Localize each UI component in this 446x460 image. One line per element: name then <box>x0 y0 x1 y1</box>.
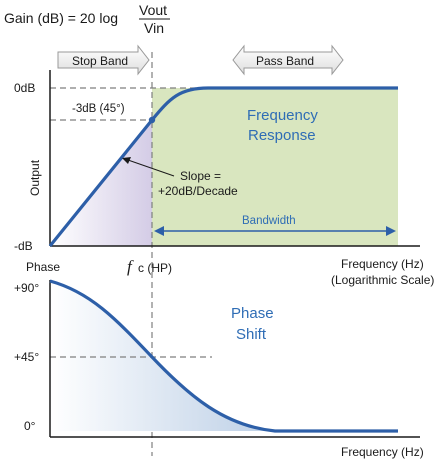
slope-leader-arrowhead <box>122 157 131 164</box>
phase-fill-region <box>50 281 275 431</box>
zero-db-label: 0dB <box>14 81 35 95</box>
phase-title-line2: Shift <box>236 326 267 343</box>
fc-symbol: f <box>127 257 134 276</box>
bandwidth-arrow-left <box>154 226 164 236</box>
bandwidth-arrow-right <box>386 226 396 236</box>
cutoff-point <box>148 116 156 124</box>
phase-axis-label: Phase <box>26 260 60 274</box>
minus-db-label: -dB <box>14 239 33 253</box>
slope-label-line2: +20dB/Decade <box>158 184 238 198</box>
bandwidth-label: Bandwidth <box>242 215 296 227</box>
formula-denominator: Vin <box>144 20 164 36</box>
formula-numerator: Vout <box>139 2 167 18</box>
stop-band-label: Stop Band <box>72 54 128 68</box>
minus3db-label: -3dB (45°) <box>72 103 125 115</box>
gain-formula: Gain (dB) = 20 log Vout Vin <box>4 2 170 36</box>
output-axis-label: Output <box>28 159 42 196</box>
pass-band-label: Pass Band <box>256 54 314 68</box>
response-title-line1: Frequency <box>247 107 318 124</box>
response-title-line2: Response <box>248 127 316 144</box>
plus45-tick-label: +45° <box>14 350 39 364</box>
formula-prefix: Gain (dB) = 20 log <box>4 10 118 26</box>
bottom-x-axis-label: Frequency (Hz) <box>341 445 424 459</box>
cutoff-frequency-label: f c (HP) <box>127 257 172 276</box>
pass-band-arrow <box>232 44 344 76</box>
zero-degree-tick-label: 0° <box>24 419 36 433</box>
slope-leader <box>127 159 175 177</box>
fc-subscript: c (HP) <box>138 261 172 275</box>
pass-band-region <box>152 88 398 246</box>
stop-band-marker: Stop Band <box>57 44 150 76</box>
phase-shift-curve <box>49 279 398 433</box>
top-x-axis-label-line1: Frequency (Hz) <box>341 257 424 271</box>
phase-title-line1: Phase <box>231 305 274 322</box>
pass-band-marker: Pass Band <box>232 44 344 76</box>
bandwidth-marker: Bandwidth <box>154 215 396 236</box>
plus90-tick-label: +90° <box>14 281 39 295</box>
top-x-axis-label-line2: (Logarithmic Scale) <box>331 273 434 287</box>
slope-label-line1: Slope = <box>180 169 221 183</box>
stop-band-arrow <box>57 44 150 76</box>
